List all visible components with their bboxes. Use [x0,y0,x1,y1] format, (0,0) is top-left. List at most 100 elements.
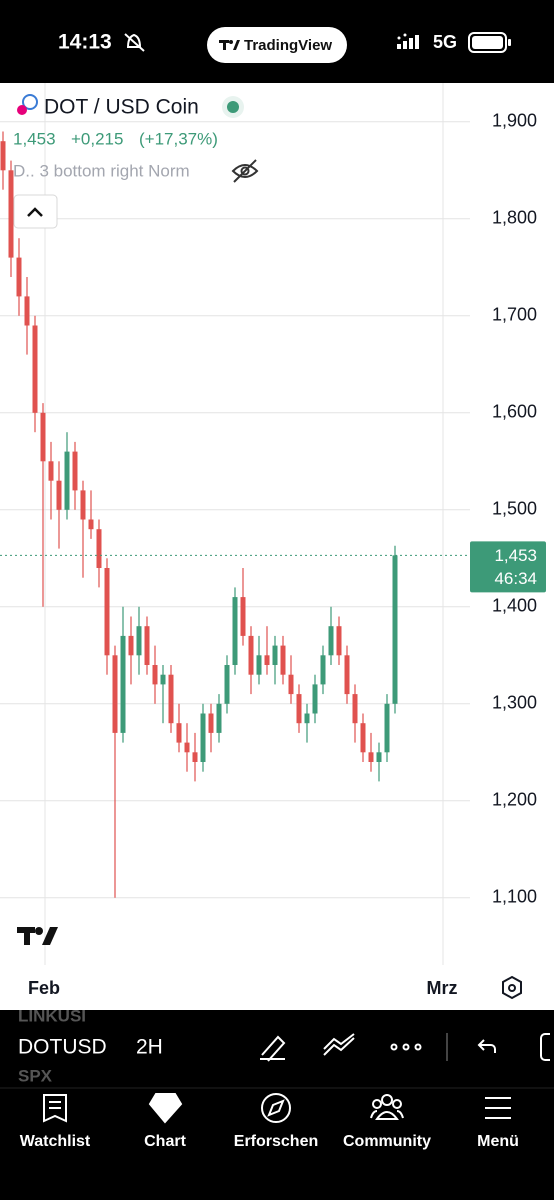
candle-body [384,703,390,753]
candle-body [96,529,102,568]
redo-icon[interactable] [540,1033,550,1061]
candle-body [32,325,38,413]
candle-body [40,412,46,462]
candle-body [184,742,190,753]
tab-label[interactable]: Watchlist [20,1133,91,1150]
symbol-icon [17,94,38,115]
clock: 14:13 [58,31,112,54]
tab-icon [261,1093,291,1123]
caret-icon [27,207,43,217]
tab-icon [43,1094,67,1123]
signal-icon [397,33,419,49]
candle-body [208,713,214,733]
y-tick-label: 1,500 [492,499,537,519]
header-change-pct: (+17,37%) [139,129,218,148]
candle-body [104,568,110,656]
candle-body [64,451,70,510]
undo-icon[interactable] [477,1039,496,1053]
candle-body [168,674,174,724]
candle-body [8,170,14,258]
battery-icon [468,32,511,53]
candle-body [0,141,6,171]
candle-body [288,674,294,695]
symbol-button[interactable]: DOTUSD [18,1036,107,1059]
tab-label[interactable]: Erforschen [234,1133,318,1150]
candle-body [320,655,326,685]
indicator-icon[interactable] [323,1033,355,1056]
tab-icon [267,1099,285,1117]
y-tick-label: 1,100 [492,887,537,907]
last-price-label: 1,453 [494,546,537,565]
candle-body [272,645,278,665]
candle-body [304,713,310,724]
candle-body [112,655,118,733]
candle-body [312,684,318,714]
candle-body [352,694,358,724]
tv-watermark [17,927,58,945]
header-change: +0,215 [71,129,123,148]
y-tick-label: 1,200 [492,790,537,810]
candle-body [80,490,86,520]
tab-label[interactable]: Chart [144,1133,186,1150]
grid: 1,900 1,800 1,700 1,600 1,500 1,400 1,300 1,200… [0,111,537,907]
candle-body [240,597,246,636]
tab-label[interactable]: Menü [477,1133,519,1150]
last-price-tag [470,541,546,593]
header-price: 1,453 [13,129,56,148]
prev-symbol: LINKUSI [18,1006,86,1025]
candle-body [200,713,206,762]
candle-body [336,626,342,656]
tv-logo [219,40,240,50]
candle-body [160,674,166,685]
candle-body [368,752,374,762]
candle-body [16,257,22,297]
interval-button[interactable]: 2H [136,1036,163,1059]
network-label: 5G [433,32,457,52]
bottom-bar [0,1010,554,1200]
candle-body [136,626,142,656]
y-tick-label: 1,600 [492,402,537,422]
tab-icon [148,1093,183,1124]
candle-body [152,665,158,685]
candle-body [328,626,334,656]
y-tick-label: 1,700 [492,305,537,325]
app-pill[interactable] [207,27,347,63]
candle-body [248,635,254,675]
candle-body [144,626,150,665]
candle-body [224,665,230,704]
y-tick-label: 1,800 [492,208,537,228]
x-tick-label: Mrz [427,978,458,998]
candle-body [120,635,126,733]
candle-body [280,645,286,675]
settings-icon[interactable] [502,975,522,1000]
y-tick-label: 1,400 [492,596,537,616]
candle-body [176,723,182,743]
tab-label[interactable]: Community [343,1133,431,1150]
app-name: TradingView [244,37,332,54]
candle-body [344,655,350,695]
candle-body [24,296,30,326]
next-symbol: SPX [18,1066,53,1085]
candle-body [56,480,62,510]
candle-body [216,703,222,733]
symbol-title: DOT / USD Coin [44,96,199,119]
y-tick-label: 1,900 [492,111,537,131]
candle-body [256,655,262,675]
chart-area [0,83,554,1010]
collapse-button[interactable] [13,194,58,229]
more-icon[interactable] [390,1043,422,1051]
draw-tool-icon[interactable] [260,1035,286,1062]
indicator-label: D.. 3 bottom right Norm [13,161,190,180]
candle-body [192,752,198,762]
tab-bar: Watchlist Chart Erforschen Community Menü [20,1133,519,1150]
x-tick-label: Feb [28,978,60,998]
market-status-dot [227,101,239,113]
countdown-label: 46:34 [494,569,537,588]
candle-body [72,451,78,491]
candle-body [88,519,94,530]
candle-body [360,723,366,753]
candle-body [376,752,382,762]
hide-icon[interactable] [231,159,259,183]
